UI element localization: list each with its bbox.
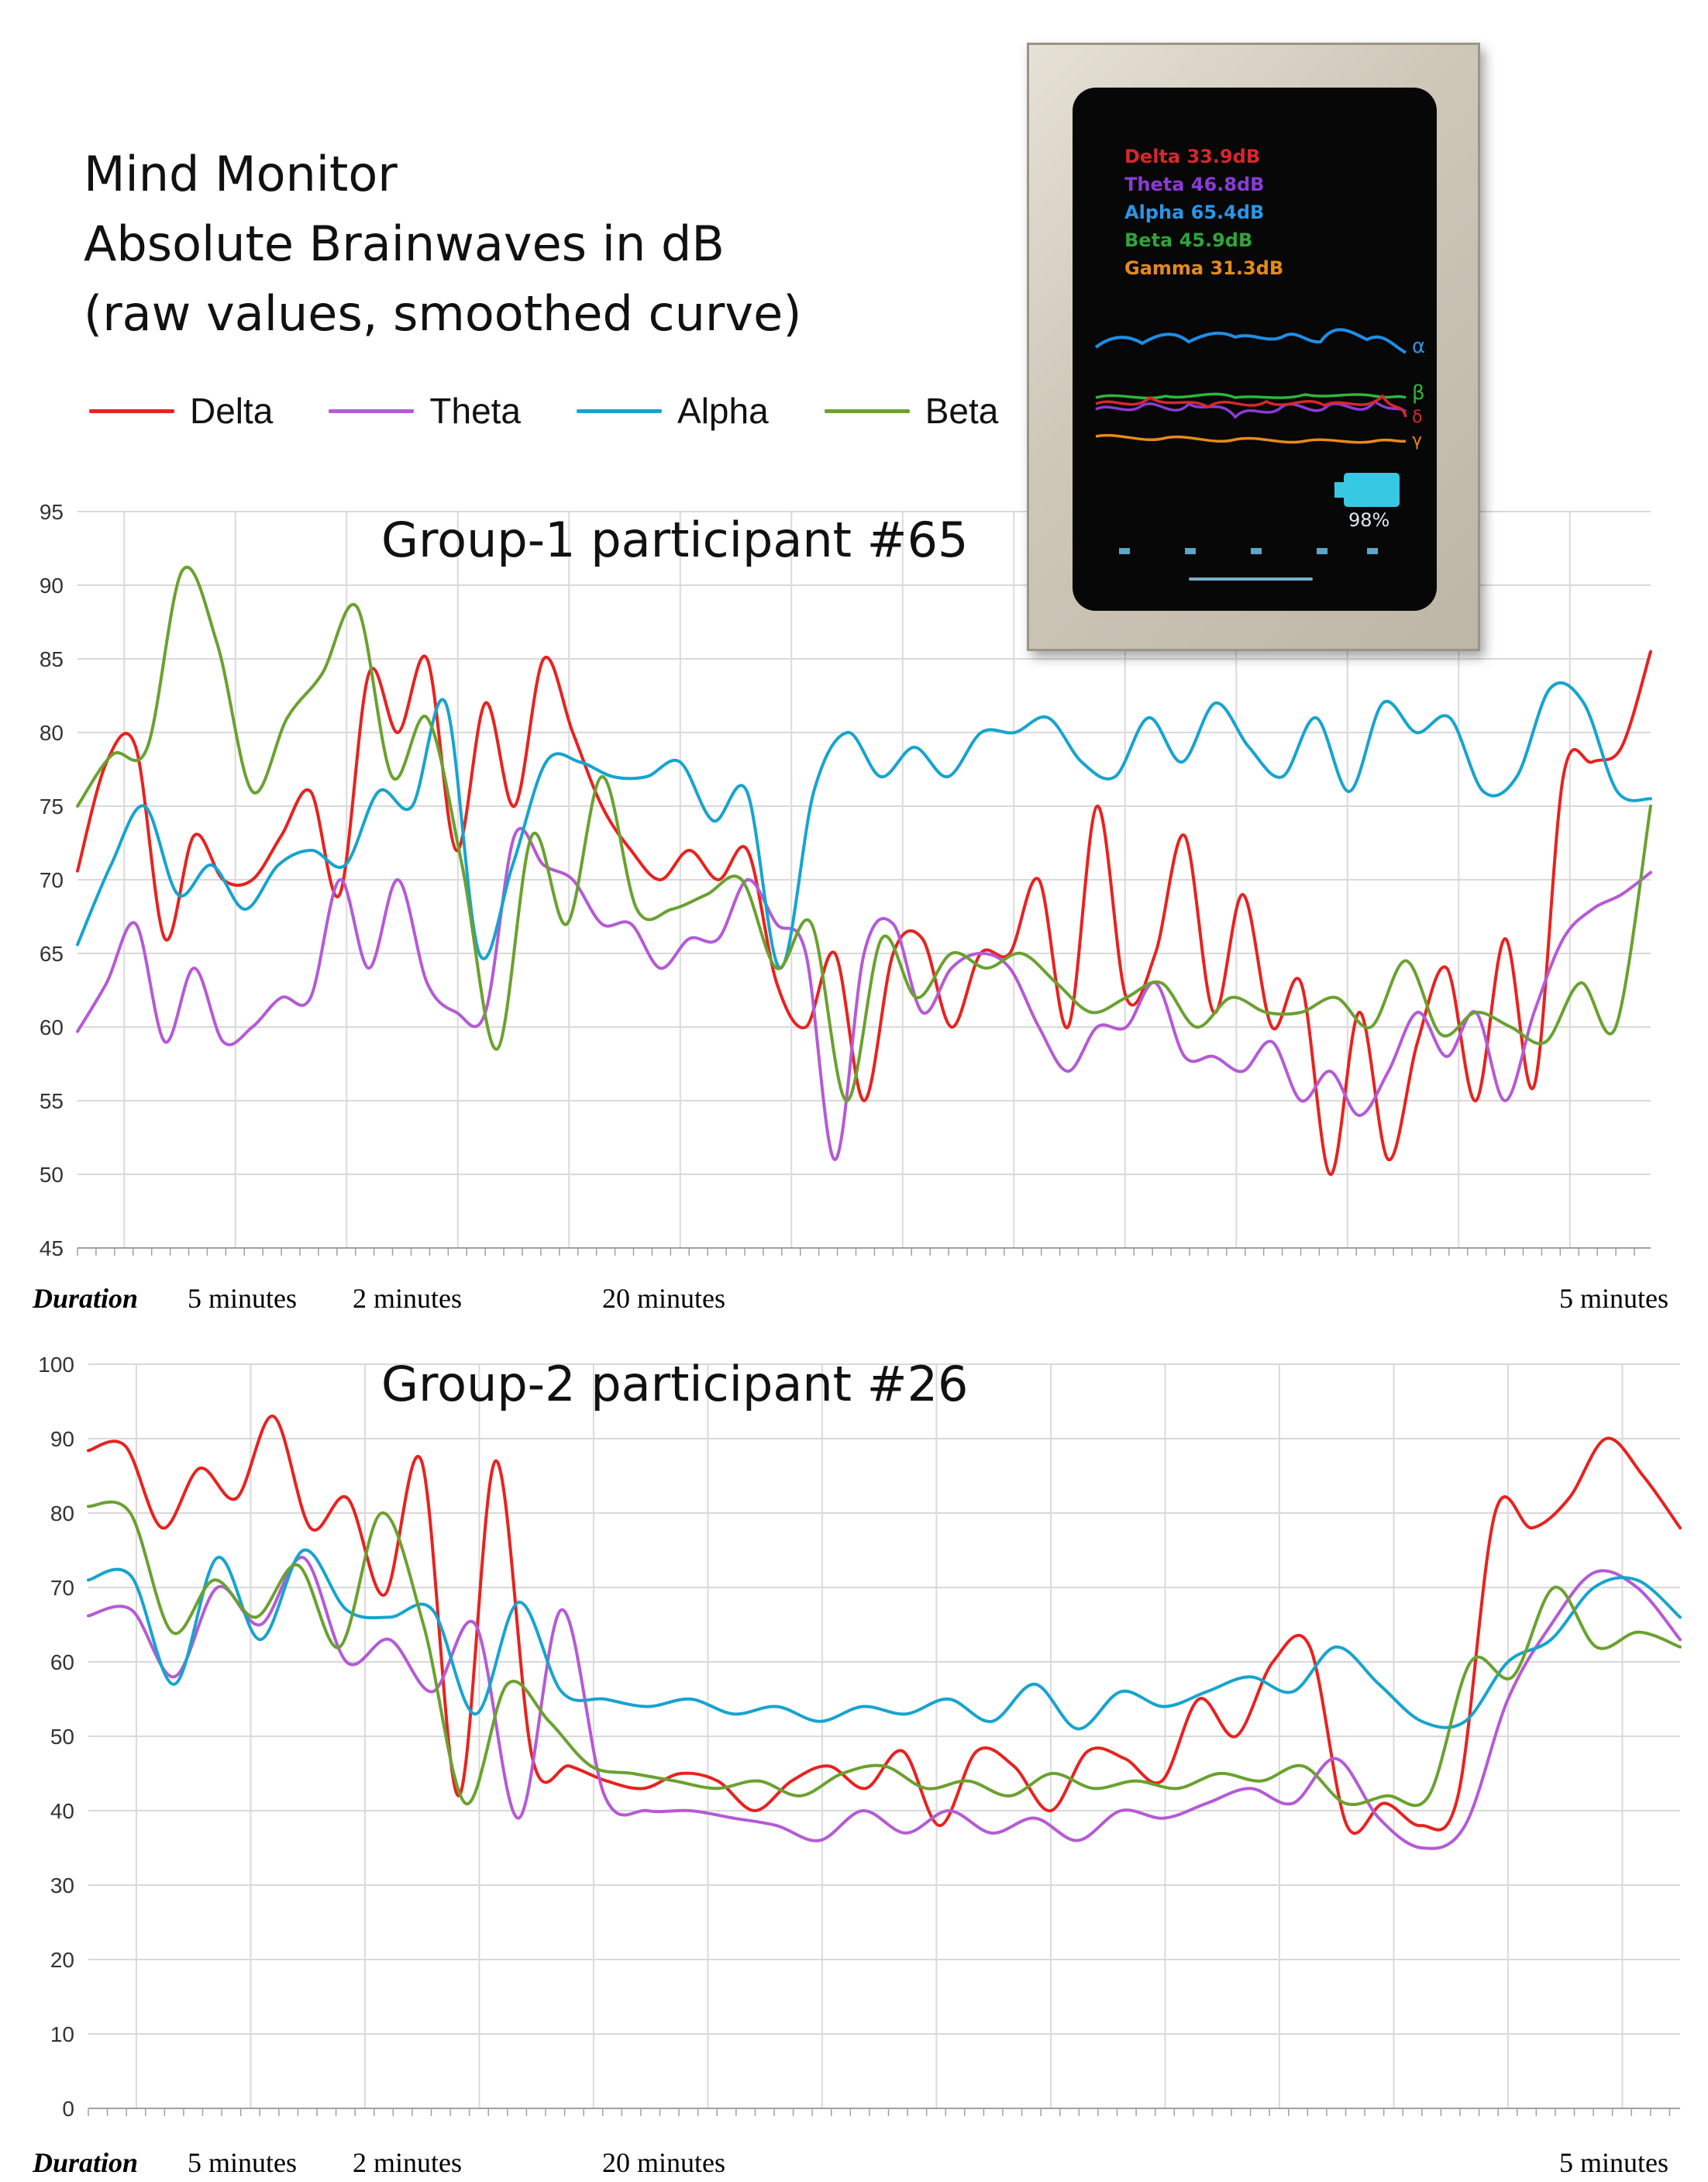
metric-delta: Delta 33.9dB [1124,146,1261,167]
metric-theta: Theta 46.8dB [1124,174,1265,195]
series-line-beta [87,1500,1682,1808]
duration-segment: 20 minutes [602,2147,725,2178]
chart-title: Group-2 participant #26 [381,1356,968,1412]
series-line-delta [87,1415,1682,1835]
series-line-theta [76,826,1652,1161]
duration-segment: 20 minutes [602,1283,725,1314]
duration-segment: 5 minutes [188,2147,297,2178]
battery-icon [1334,473,1400,507]
y-tick-label: 0 [62,2097,74,2121]
device-gamma-wave [1095,433,1407,444]
device-waves: α β δ γ [1094,328,1425,581]
metric-gamma: Gamma 31.3dB [1124,257,1284,279]
legend-label-delta: Delta [190,391,274,431]
y-tick-label: 75 [40,795,64,819]
duration-segment: 5 minutes [1559,2147,1668,2178]
y-tick-label: 100 [38,1353,74,1377]
legend-item-alpha: Alpha [577,390,769,432]
duration-label: Duration [32,2147,138,2178]
y-tick-label: 70 [40,868,64,892]
device-theta-wave [1095,399,1407,419]
battery-percent: 98% [1348,509,1390,531]
grid [77,511,1651,1256]
y-tick-label: 30 [50,1873,74,1898]
y-tick-label: 55 [40,1089,64,1113]
y-tick-label: 65 [40,942,64,966]
device-nav-bar [1119,548,1378,581]
y-tick-label: 60 [50,1650,74,1674]
chart-group2: 0 10 20 30 40 50 60 70 80 90 100 Group-2 participan… [32,1353,1682,2178]
chart-title: Group-1 participant #65 [381,512,968,568]
device-photo: Delta 33.9dB Theta 46.8dB Alpha 65.4dB B… [1027,43,1480,651]
device-beta-wave [1095,392,1407,400]
series-line-beta [76,565,1652,1103]
chart-header: Mind Monitor Absolute Brainwaves in dB (… [84,140,975,349]
metric-alpha: Alpha 65.4dB [1124,202,1265,223]
y-tick-label: 20 [50,1948,74,1972]
app-title: Mind Monitor [84,146,398,202]
series-line-theta [87,1556,1682,1850]
chart-note: (raw values, smoothed curve) [84,285,802,342]
legend-label-theta: Theta [429,391,522,431]
duration-segment: 5 minutes [188,1283,297,1314]
device-delta-label: δ [1412,408,1422,427]
legend-label-beta: Beta [925,391,999,431]
y-tick-label: 50 [50,1725,74,1749]
legend-swatch-beta [824,408,910,413]
y-tick-label: 60 [40,1015,64,1039]
y-tick-label: 95 [40,500,64,524]
legend-swatch-delta [89,408,174,413]
device-gamma-label: γ [1412,431,1422,450]
device-delta-wave [1095,394,1407,418]
duration-segment: 5 minutes [1559,1283,1668,1314]
series-line-alpha [76,681,1652,970]
y-tick-label: 40 [50,1799,74,1823]
metric-beta: Beta 45.9dB [1124,229,1253,251]
y-tick-label: 70 [50,1576,74,1600]
y-tick-label: 80 [40,721,64,745]
legend-item-theta: Theta [329,390,521,432]
duration-label: Duration [32,1283,138,1314]
duration-segment: 2 minutes [353,2147,462,2178]
legend-swatch-alpha [577,408,663,413]
legend-swatch-theta [329,408,415,413]
y-tick-label: 10 [50,2022,74,2046]
chart-subtitle: Absolute Brainwaves in dB [84,215,725,272]
y-tick-label: 80 [50,1501,74,1525]
legend-item-beta: Beta [824,390,999,432]
device-screen: Delta 33.9dB Theta 46.8dB Alpha 65.4dB B… [1073,88,1437,611]
legend-item-delta: Delta [89,390,273,432]
duration-segment: 2 minutes [353,1283,462,1314]
y-tick-label: 50 [40,1163,64,1187]
legend-label-alpha: Alpha [677,391,769,431]
series-line-delta [76,650,1652,1177]
y-tick-label: 90 [40,574,64,598]
y-tick-label: 45 [40,1236,64,1260]
device-alpha-wave [1094,328,1407,354]
y-tick-label: 90 [50,1427,74,1451]
series-line-alpha [87,1548,1682,1731]
y-tick-label: 85 [40,647,64,671]
device-beta-label: β [1412,381,1425,405]
grid [88,1363,1680,2116]
device-alpha-label: α [1412,335,1425,358]
legend: Delta Theta Alpha Beta [89,388,1054,434]
chart-group1: 45 50 55 60 65 70 75 80 85 90 95 Group-1 participan… [32,500,1668,1314]
